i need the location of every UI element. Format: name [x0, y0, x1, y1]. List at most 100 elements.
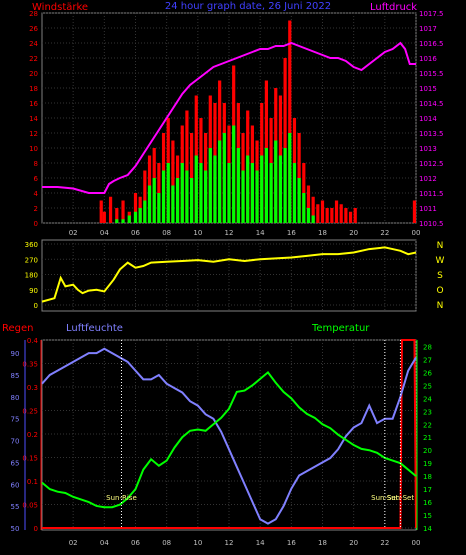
pressure-tick-label: 1017	[419, 25, 437, 33]
humidity-x-tick-label: 08	[162, 539, 171, 547]
pressure-tick-label: 1010.5	[419, 220, 444, 228]
wind-bar	[204, 170, 208, 223]
humidity-tick-label: 55	[11, 503, 20, 511]
wind-bar	[250, 163, 254, 223]
direction-tick-label: 90	[29, 287, 38, 295]
wind-tick-label: 16	[29, 100, 38, 108]
wind-bar	[412, 200, 417, 223]
temperature-tick-label: 18	[423, 473, 432, 481]
wind-bar	[133, 193, 138, 223]
wind-bar	[121, 219, 125, 223]
temperature-tick-label: 20	[423, 447, 432, 455]
wind-bar	[297, 178, 301, 223]
temperature-tick-label: 19	[423, 460, 432, 468]
humidity-axis-label: Luftfeuchte	[66, 323, 123, 334]
wind-bar	[232, 125, 236, 223]
wind-tick-label: 22	[29, 55, 38, 63]
wind-bar	[283, 148, 287, 223]
humidity-x-ticks: 02 04 06 08 10 12 14 16 18 20 22 00	[69, 539, 421, 547]
wind-bar	[325, 208, 329, 223]
wind-bar	[288, 133, 292, 223]
humidity-tick-label: 50	[11, 525, 20, 533]
wind-bar	[115, 219, 119, 223]
pressure-tick-label: 1011.5	[419, 190, 444, 198]
wind-x-tick-label: 06	[131, 229, 140, 237]
wind-tick-label: 2	[34, 205, 38, 213]
rain-tick-label: 0.1	[27, 478, 38, 486]
wind-x-tick-label: 02	[69, 229, 78, 237]
wind-tick-label: 4	[34, 190, 39, 198]
humidity-x-tick-label: 10	[193, 539, 202, 547]
wind-bar	[152, 178, 156, 223]
pressure-tick-label: 1012	[419, 175, 437, 183]
wind-bar	[353, 208, 357, 223]
wind-tick-label: 18	[29, 85, 38, 93]
wind-bar	[288, 20, 292, 223]
humidity-tick-label: 75	[11, 416, 20, 424]
wind-bar	[269, 163, 273, 223]
humidity-x-tick-label: 16	[287, 539, 296, 547]
wind-x-tick-label: 10	[193, 229, 202, 237]
wind-bar	[121, 200, 125, 223]
humidity-tick-label: 80	[11, 394, 20, 402]
temperature-ticks: 14 15 16 17 18 19 20 21 22 23 24 25 26 27 28	[423, 343, 432, 533]
direction-tick-label: 0	[34, 302, 38, 310]
wind-x-tick-label: 16	[287, 229, 296, 237]
wind-bar	[260, 155, 264, 223]
wind-bar	[236, 148, 240, 223]
wind-bar	[180, 163, 184, 223]
humidity-tick-label: 65	[11, 459, 20, 467]
wind-bar	[161, 170, 166, 223]
wind-bar	[143, 200, 147, 223]
wind-x-tick-label: 00	[412, 229, 421, 237]
wind-x-tick-label: 04	[100, 229, 109, 237]
sun-marker-label: Sun-Rise	[106, 494, 137, 502]
wind-bar	[316, 204, 320, 223]
wind-bar	[348, 211, 353, 223]
wind-bar	[138, 208, 142, 223]
humidity-x-tick-label: 00	[412, 539, 421, 547]
temperature-tick-label: 14	[423, 525, 432, 533]
pressure-tick-label: 1016.5	[419, 40, 444, 48]
wind-bar	[339, 204, 343, 223]
humidity-x-tick-label: 22	[380, 539, 389, 547]
wind-bar	[143, 170, 147, 223]
wind-x-tick-label: 12	[225, 229, 234, 237]
wind-bar	[99, 200, 103, 223]
rain-tick-label: 0	[34, 525, 38, 533]
temperature-axis-label: Temperatur	[311, 323, 370, 334]
pressure-tick-label: 1015	[419, 85, 437, 93]
pressure-tick-label: 1013.5	[419, 130, 444, 138]
rain-tick-label: 0.25	[22, 408, 38, 416]
wind-bar	[320, 200, 325, 223]
rain-line	[42, 339, 417, 529]
wind-x-tick-label: 18	[318, 229, 327, 237]
wind-bar	[194, 155, 198, 223]
pressure-tick-label: 1012.5	[419, 160, 444, 168]
wind-bar	[157, 193, 161, 223]
humidity-line	[41, 347, 417, 525]
temperature-tick-label: 16	[423, 499, 432, 507]
rain-tick-label: 0.15	[22, 455, 38, 463]
wind-tick-label: 28	[29, 10, 38, 18]
temperature-tick-label: 17	[423, 486, 432, 494]
wind-bar	[199, 163, 203, 223]
humidity-ticks: 50 55 60 65 70 75 80 85 90	[11, 350, 20, 533]
wind-bar	[334, 200, 339, 223]
rain-tick-label: 0.3	[27, 384, 38, 392]
wind-bar	[171, 185, 175, 223]
humidity-x-tick-label: 18	[318, 539, 327, 547]
wind-x-tick-label: 14	[256, 229, 265, 237]
wind-bar	[133, 211, 138, 223]
wind-bar	[171, 140, 175, 223]
pressure-tick-label: 1014	[419, 115, 437, 123]
wind-bar	[218, 140, 222, 223]
temperature-tick-label: 27	[423, 356, 432, 364]
wind-tick-label: 6	[34, 175, 39, 183]
temperature-tick-label: 22	[423, 421, 432, 429]
wind-bar	[115, 208, 119, 223]
compass-label: N	[437, 301, 444, 311]
pressure-tick-label: 1017.5	[419, 10, 444, 18]
